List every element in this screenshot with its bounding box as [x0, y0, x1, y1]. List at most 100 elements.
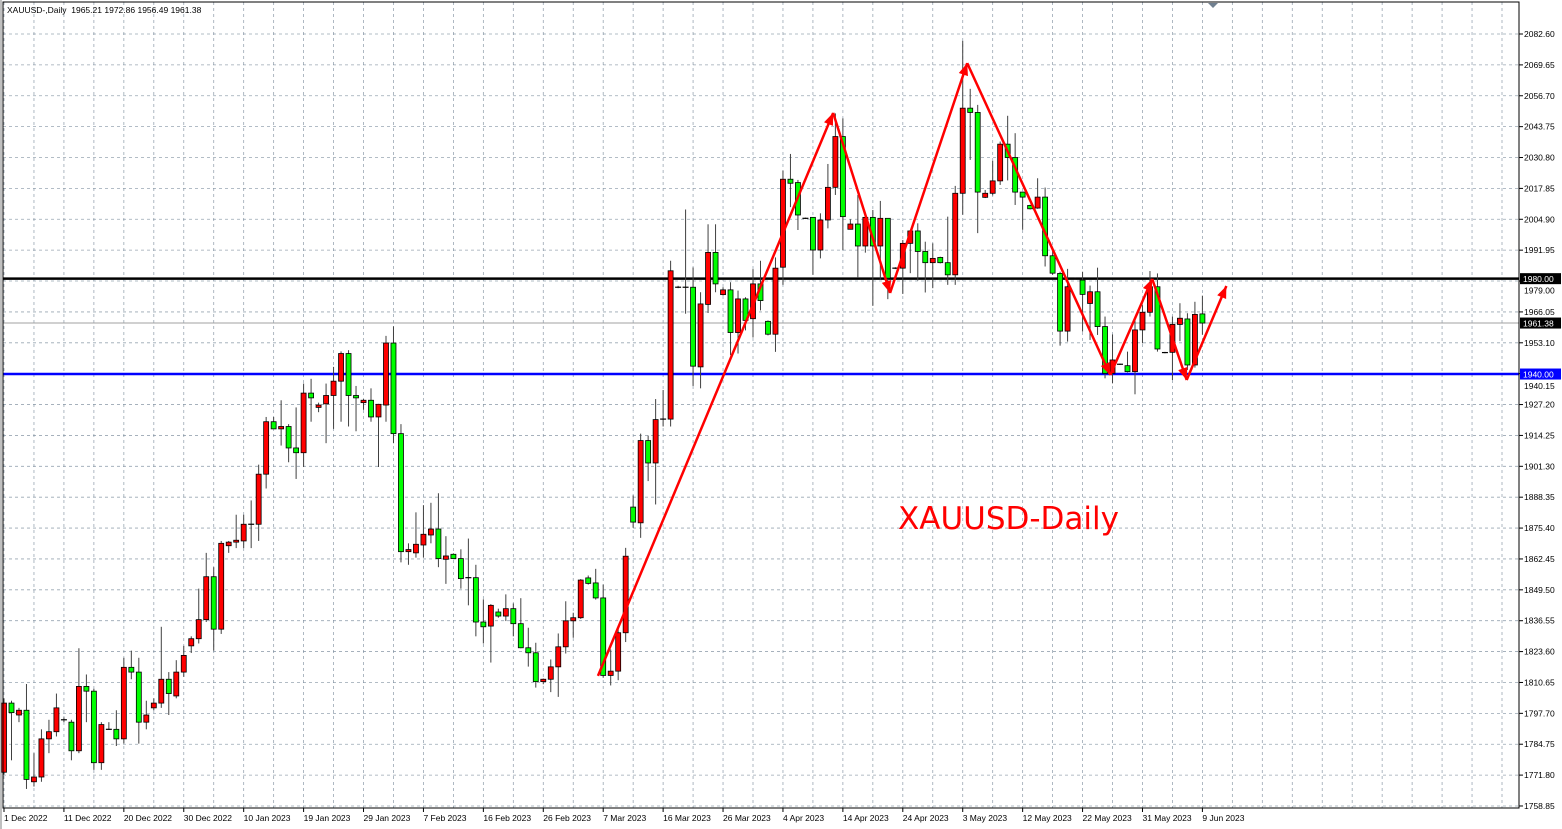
candle: [465, 538, 472, 606]
candle: [705, 224, 711, 313]
candle-body-up: [180, 655, 187, 673]
candle: [270, 416, 277, 430]
y-tick-label: 1901.30: [1524, 461, 1555, 471]
candle-body-down: [967, 107, 974, 113]
y-tick-label: 2082.60: [1524, 29, 1555, 39]
y-tick-label: 1991.95: [1524, 245, 1555, 255]
candle: [1049, 248, 1056, 275]
candle: [46, 719, 52, 754]
candle: [727, 282, 734, 356]
candle-body-up: [375, 403, 382, 418]
candle-body-up: [323, 395, 329, 405]
candle: [1154, 273, 1161, 352]
candle-body-down: [854, 223, 861, 247]
x-tick-label: 26 Mar 2023: [723, 813, 771, 823]
candle: [1177, 303, 1183, 342]
candle-body-up: [735, 298, 741, 333]
candle: [832, 113, 839, 195]
candle-body-up: [46, 731, 52, 740]
candle: [802, 217, 809, 220]
candle-body-down: [128, 666, 135, 673]
candle-body-down: [1184, 318, 1191, 366]
y-tick-label: 2043.75: [1524, 122, 1555, 132]
candle: [585, 575, 592, 585]
candle: [720, 287, 726, 296]
candle: [944, 216, 951, 285]
candle-body-down: [457, 558, 464, 580]
candle-body-up: [98, 724, 105, 764]
candle: [413, 512, 419, 558]
candle-body-up: [413, 543, 419, 554]
chart-shift-marker-icon[interactable]: [1208, 3, 1218, 8]
candle-body-up: [53, 707, 60, 733]
candle: [233, 514, 240, 549]
candle-body-down: [1154, 286, 1161, 350]
candle-body-down: [690, 286, 696, 367]
x-tick-label: 1 Dec 2022: [4, 813, 48, 823]
candle: [98, 722, 105, 770]
candle: [495, 608, 502, 618]
candle-body-up: [76, 685, 82, 752]
candle-body-up: [562, 620, 569, 648]
candle-body-down: [472, 577, 479, 623]
candle-body-down: [1049, 255, 1056, 274]
candle: [765, 320, 771, 336]
candle: [952, 185, 959, 285]
candle-body-up: [16, 709, 22, 716]
candle: [510, 603, 517, 637]
candle: [1184, 313, 1191, 370]
arrowhead-icon: [1100, 361, 1111, 375]
candle-body-down: [517, 623, 524, 649]
y-tick-label: 1966.05: [1524, 307, 1555, 317]
candle-body-down: [727, 289, 734, 333]
candle-body-up: [120, 666, 127, 740]
candle-body-up: [1139, 311, 1146, 331]
candle-body-up: [1064, 286, 1071, 332]
candle-body-down: [450, 553, 457, 559]
candle: [1199, 295, 1206, 335]
candle: [615, 629, 622, 681]
candle-body-down: [532, 652, 539, 683]
candle: [562, 601, 569, 654]
price-badges: 1980.00 1940.00 1961.38: [1520, 273, 1561, 380]
candle-body-down: [90, 690, 97, 764]
candle: [353, 385, 359, 432]
candle: [255, 464, 262, 541]
candle-body-up: [667, 270, 674, 420]
candle: [997, 141, 1004, 185]
candles: [1, 40, 1206, 789]
x-tick-label: 24 Apr 2023: [903, 813, 949, 823]
candle-body-down: [1102, 326, 1108, 374]
candle-body-down: [135, 671, 142, 723]
y-tick-label: 1927.20: [1524, 400, 1555, 410]
candle-body-down: [368, 399, 374, 418]
support-price-badge: [1520, 368, 1561, 380]
candle: [240, 514, 247, 549]
candle: [375, 403, 382, 468]
y-tick-label: 1758.85: [1524, 801, 1555, 811]
candle: [607, 649, 614, 686]
candle: [682, 209, 689, 314]
candle-body-up: [150, 702, 157, 709]
candle: [502, 594, 509, 622]
candle-body-up: [555, 646, 562, 668]
price-axis[interactable]: 2082.60 2069.65 2056.70 2043.75 2030.80 2017.…: [1519, 29, 1555, 811]
candle-body-up: [577, 579, 584, 619]
candle-body-down: [974, 112, 981, 193]
candle-body-down: [510, 608, 517, 625]
candle-body-down: [810, 216, 816, 251]
candle: [293, 407, 300, 479]
candle: [285, 424, 292, 463]
candle: [338, 351, 344, 422]
candle-body-up: [772, 267, 779, 335]
time-axis[interactable]: 1 Dec 2022 11 Dec 2022 20 Dec 2022 30 Dec 2…: [3, 808, 1245, 823]
candle-body-up: [420, 533, 427, 546]
candle: [637, 433, 644, 538]
candle: [188, 636, 195, 654]
candle-body-down: [1019, 191, 1026, 198]
y-tick-label: 2017.85: [1524, 183, 1555, 193]
candle-body-down: [308, 392, 314, 399]
candle-body-down: [353, 395, 359, 399]
candle: [877, 200, 884, 280]
